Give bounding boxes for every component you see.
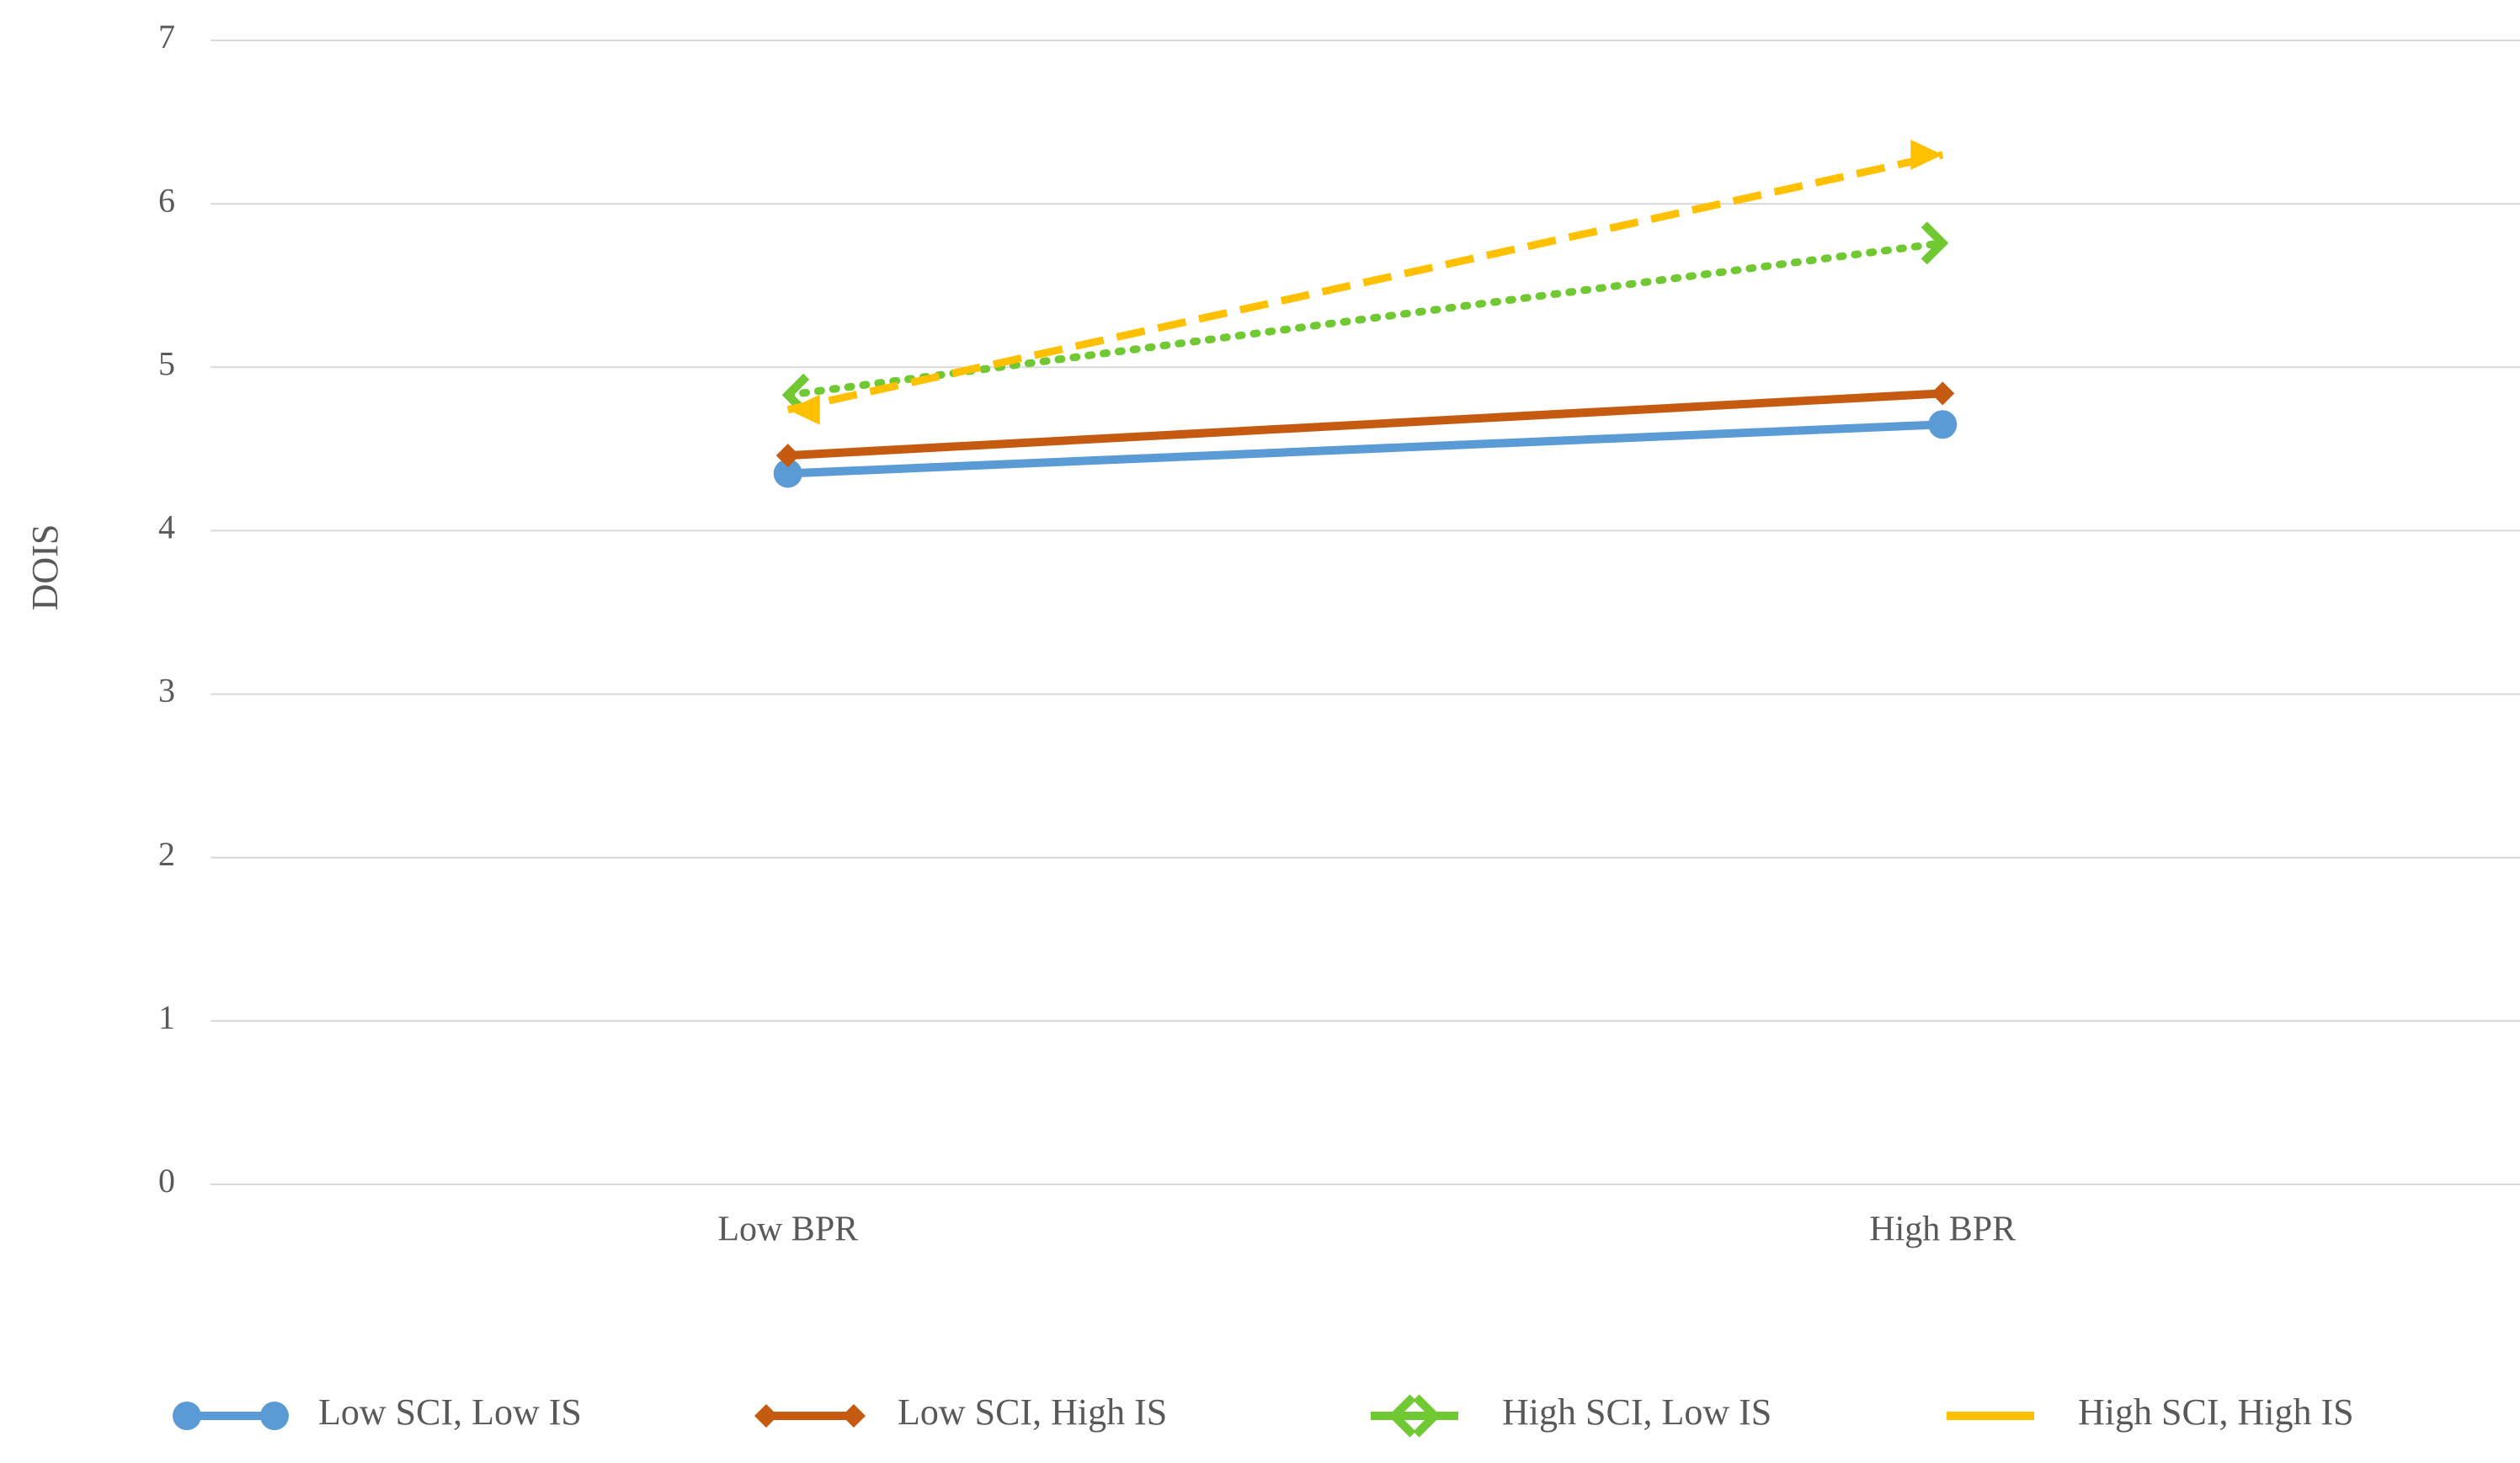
marker (842, 1404, 866, 1428)
marker (1928, 410, 1958, 439)
x-tick-label: High BPR (1869, 1210, 2016, 1249)
y-tick-label: 7 (158, 18, 175, 56)
marker (260, 1402, 289, 1430)
y-tick-label: 2 (158, 835, 175, 873)
y-tick-label: 4 (158, 508, 175, 546)
legend-label: High SCI, High IS (2078, 1391, 2354, 1433)
legend-label: Low SCI, Low IS (318, 1391, 582, 1433)
marker (754, 1404, 778, 1428)
marker (1910, 139, 1943, 170)
marker (1931, 381, 1955, 406)
series-line (786, 151, 1944, 414)
series-line (787, 389, 1943, 460)
marker (1413, 1394, 1441, 1438)
x-tick-label: Low BPR (717, 1210, 858, 1249)
y-tick-label: 5 (158, 344, 175, 382)
marker (787, 394, 820, 425)
legend-label: Low SCI, High IS (898, 1391, 1167, 1433)
y-tick-label: 3 (158, 672, 175, 710)
y-axis-label: DOIS (24, 524, 66, 611)
marker (775, 444, 800, 468)
marker (1921, 221, 1949, 265)
series-line (787, 420, 1943, 478)
legend-label: High SCI, Low IS (1502, 1391, 1771, 1433)
y-tick-label: 1 (158, 998, 175, 1036)
y-tick-label: 0 (158, 1162, 175, 1200)
marker (173, 1402, 201, 1430)
marker (1388, 1394, 1416, 1438)
marker (773, 459, 802, 488)
y-tick-label: 6 (158, 181, 175, 219)
